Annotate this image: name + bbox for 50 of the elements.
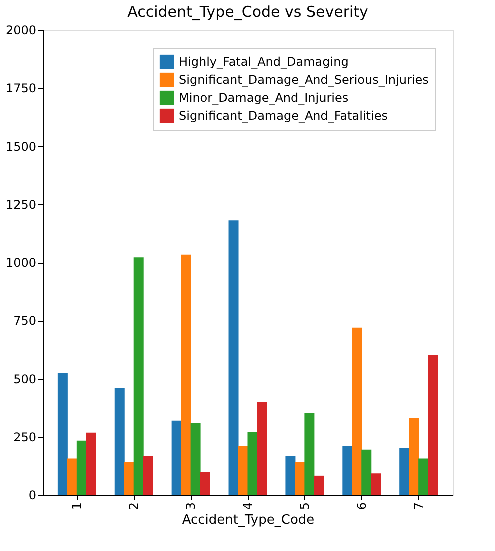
bar xyxy=(362,450,372,495)
x-tick-label: 2 xyxy=(127,502,142,510)
bar xyxy=(248,432,258,495)
x-axis-title: Accident_Type_Code xyxy=(182,513,315,528)
bar xyxy=(257,402,268,495)
bar xyxy=(86,432,96,495)
bar xyxy=(190,423,201,495)
bar xyxy=(371,474,382,495)
x-tick-label: 5 xyxy=(298,502,312,510)
bar xyxy=(143,456,154,495)
legend-label: Significant_Damage_And_Serious_Injuries xyxy=(179,73,429,87)
y-tick-label: 500 xyxy=(14,372,36,386)
bar xyxy=(304,413,315,495)
bar xyxy=(228,220,239,495)
bar xyxy=(172,420,182,495)
y-tick-label: 250 xyxy=(14,430,36,444)
x-tick-label: 1 xyxy=(70,502,84,510)
y-tick-label: 1500 xyxy=(6,140,36,154)
bar xyxy=(409,418,420,495)
bar xyxy=(400,448,410,495)
bar xyxy=(181,254,192,495)
x-tick-label: 7 xyxy=(412,502,426,510)
bar xyxy=(286,456,296,495)
y-tick-label: 1000 xyxy=(6,256,36,270)
y-tick-label: 750 xyxy=(14,314,36,328)
y-tick-label: 1750 xyxy=(6,82,36,96)
chart-title: Accident_Type_Code vs Severity xyxy=(128,3,369,21)
bar xyxy=(238,446,248,495)
bar xyxy=(134,258,144,495)
bar xyxy=(124,462,134,495)
bar xyxy=(352,328,362,495)
bar xyxy=(418,458,429,495)
x-tick-label: 4 xyxy=(241,502,255,510)
bar xyxy=(76,440,87,495)
y-tick-label: 1250 xyxy=(6,198,36,212)
x-tick-label: 6 xyxy=(354,502,369,510)
x-tick-label: 3 xyxy=(184,502,198,510)
y-tick-label: 2000 xyxy=(6,24,36,38)
bar xyxy=(314,476,324,495)
y-tick-label: 0 xyxy=(28,488,36,502)
legend-label: Significant_Damage_And_Fatalities xyxy=(179,109,388,123)
bar xyxy=(342,446,353,495)
bar xyxy=(58,372,68,495)
legend-label: Highly_Fatal_And_Damaging xyxy=(179,55,349,69)
bar xyxy=(295,462,306,495)
bar xyxy=(114,388,125,495)
bar xyxy=(200,472,210,495)
bar xyxy=(428,356,438,495)
bar xyxy=(67,458,78,495)
legend-label: Minor_Damage_And_Injuries xyxy=(179,91,349,105)
